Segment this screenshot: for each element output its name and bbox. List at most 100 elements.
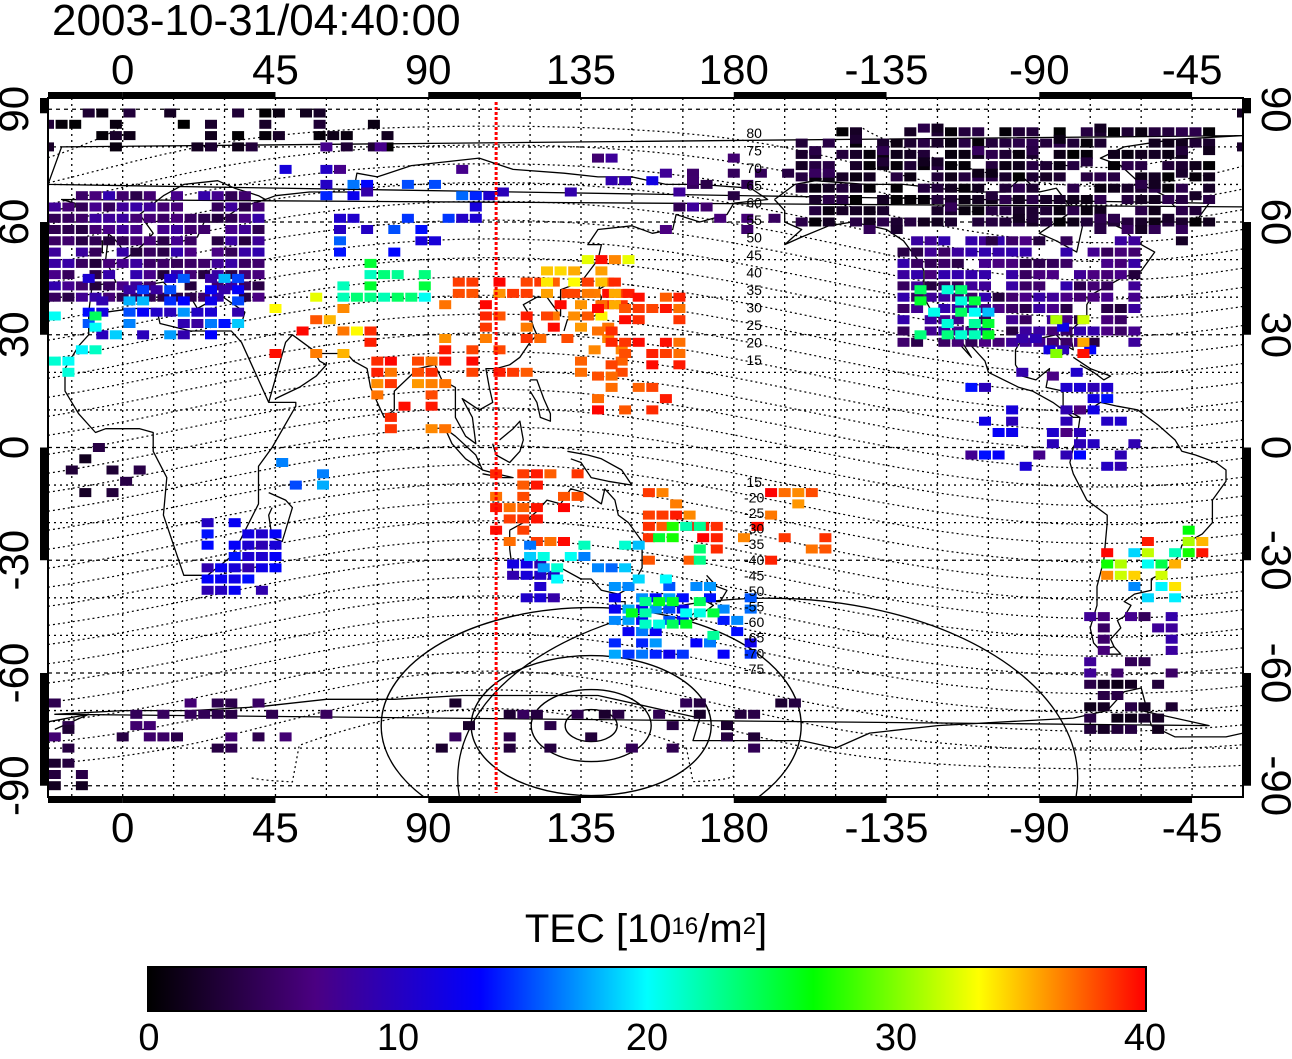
tec-cell: [1148, 138, 1161, 148]
tec-cell: [69, 119, 82, 129]
tec-cell: [687, 176, 699, 186]
tec-cell: [615, 288, 628, 298]
tec-cell: [653, 597, 666, 607]
tec-cell: [999, 195, 1012, 204]
tec-cell: [1121, 225, 1134, 234]
tec-cell: [1141, 593, 1154, 603]
tec-cell: [1101, 382, 1114, 392]
tec-cell: [558, 491, 570, 501]
tec-cell: [775, 698, 788, 708]
tec-cell: [663, 649, 676, 659]
tec-cell: [1097, 634, 1110, 644]
tec-cell: [656, 521, 669, 531]
tec-cell: [89, 292, 102, 302]
tec-cell: [205, 330, 217, 340]
tec-cell: [48, 732, 61, 742]
tec-cell: [198, 213, 211, 223]
tec-cell: [157, 236, 170, 246]
tec-cell: [931, 183, 944, 193]
tec-cell: [157, 202, 170, 212]
tec-cell: [666, 743, 679, 753]
tec-cell: [1060, 258, 1073, 268]
tec-cell: [877, 138, 890, 148]
tec-cell: [992, 337, 1005, 347]
tec-cell: [493, 277, 506, 287]
tec-cell: [340, 142, 353, 152]
tec-cell: [999, 206, 1012, 216]
tec-cell: [425, 367, 438, 377]
tec-cell: [1080, 127, 1093, 137]
tec-cell: [931, 138, 944, 148]
tec-cell: [1057, 322, 1070, 332]
tec-cell: [1080, 206, 1093, 216]
tec-cell: [911, 304, 924, 313]
tec-cell: [103, 202, 116, 212]
tec-cell: [1046, 304, 1059, 313]
tec-cell: [75, 247, 88, 257]
tec-cell: [765, 555, 778, 565]
colorbar-tick-label: 10: [376, 1017, 420, 1059]
tec-cell: [137, 330, 150, 340]
tec-cell: [904, 149, 917, 159]
tec-cell: [850, 183, 862, 193]
tec-cell: [809, 195, 822, 204]
tec-cell: [137, 285, 150, 295]
magnetic-latitude-label: -40: [744, 552, 764, 568]
tec-cell: [877, 217, 890, 227]
tec-cell: [625, 608, 638, 618]
tec-cell: [575, 322, 587, 332]
tec-cell: [717, 604, 730, 614]
tec-cell: [972, 146, 985, 156]
tec-cell: [554, 300, 567, 310]
tec-cell: [534, 582, 547, 591]
tec-cell: [1006, 236, 1019, 246]
tec-cell: [1080, 157, 1093, 167]
tec-cell: [164, 285, 177, 295]
tec-cell: [1019, 247, 1032, 257]
tec-cell: [727, 191, 740, 201]
tec-cell: [1040, 206, 1053, 216]
tec-cell: [337, 281, 350, 291]
tec-cell: [429, 236, 441, 246]
tec-cell: [252, 258, 265, 268]
tec-cell: [744, 593, 757, 603]
map-title: 2003-10-31/04:40:00: [52, 0, 461, 45]
tec-cell: [748, 709, 761, 719]
magnetic-latitude-contour: [48, 670, 1243, 751]
tec-cell: [452, 277, 465, 287]
tec-cell: [364, 337, 377, 347]
tec-cell: [985, 236, 998, 246]
coastline: [54, 687, 1243, 749]
tec-cell: [805, 544, 818, 554]
tec-cell: [62, 281, 75, 291]
tec-cell: [683, 510, 696, 520]
tec-cell: [680, 619, 693, 629]
tec-cell: [1152, 724, 1165, 734]
tec-cell: [1182, 537, 1195, 546]
tec-cell: [171, 236, 183, 246]
tec-cell: [955, 285, 968, 295]
tec-cell: [938, 292, 951, 302]
tec-cell: [320, 191, 333, 201]
tec-cell: [252, 247, 265, 257]
tec-cell: [1026, 161, 1039, 171]
tec-cell: [466, 367, 479, 377]
tec-cell: [205, 273, 217, 283]
tec-cell: [507, 288, 520, 298]
tec-cell: [479, 300, 492, 310]
bottom-longitude-label: -45: [1162, 804, 1223, 851]
tec-cell: [632, 315, 645, 325]
tec-cell: [890, 161, 903, 171]
left-latitude-label: 90: [0, 86, 37, 133]
tec-cell: [924, 247, 937, 257]
tec-cell: [143, 292, 156, 302]
tec-cell: [619, 315, 632, 325]
tec-cell: [1074, 270, 1086, 280]
tec-cell: [1125, 612, 1137, 622]
tec-cell: [1050, 315, 1063, 325]
tec-cell: [945, 127, 957, 137]
tec-cell: [48, 270, 61, 280]
tec-cell: [632, 574, 645, 584]
tec-cell: [673, 337, 686, 347]
tec-cell: [75, 345, 88, 355]
